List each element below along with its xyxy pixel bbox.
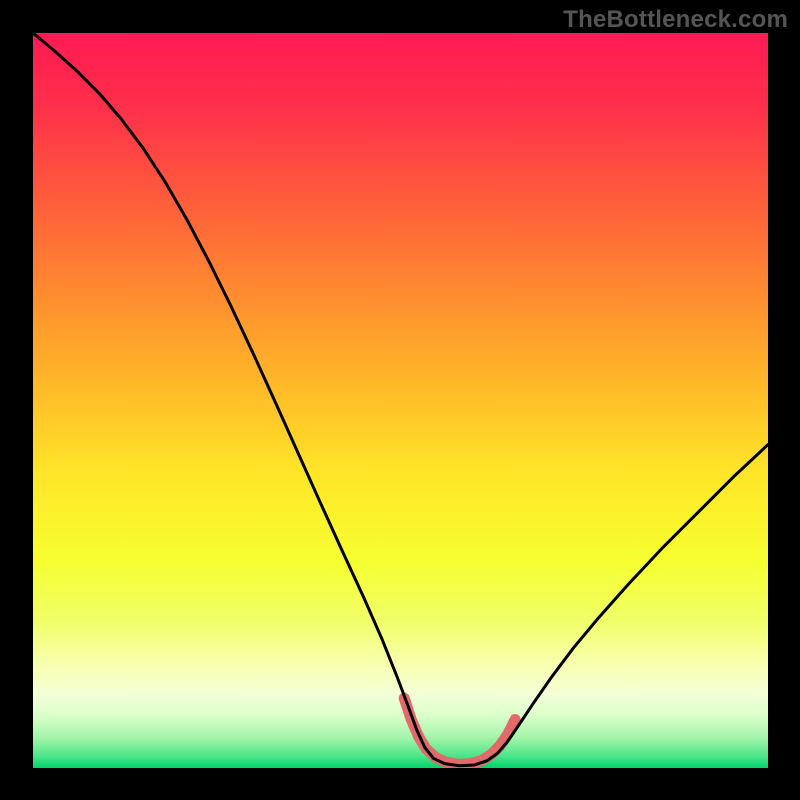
gradient-background [33, 33, 768, 768]
plot-area [33, 33, 768, 768]
plot-svg [33, 33, 768, 768]
chart-frame: TheBottleneck.com [0, 0, 800, 800]
watermark-text: TheBottleneck.com [563, 6, 788, 34]
